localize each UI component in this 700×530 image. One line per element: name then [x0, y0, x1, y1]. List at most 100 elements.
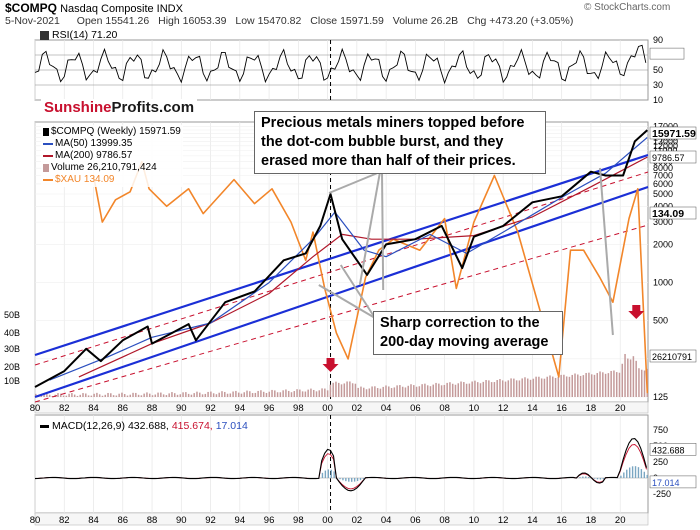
x-tick-label-macd: 92: [205, 515, 216, 526]
channel-lower: [34, 185, 649, 399]
volume-bar: [615, 372, 618, 397]
volume-bar: [349, 381, 351, 397]
legend-swatch: [43, 179, 53, 181]
volume-bar: [504, 381, 507, 397]
volume-bar: [179, 394, 182, 397]
macd-hist-bar: [348, 478, 350, 482]
volume-bar: [535, 376, 537, 397]
volume-bar: [613, 370, 615, 397]
volume-bar: [218, 392, 220, 397]
volume-bar: [249, 391, 251, 397]
volume-bar: [324, 388, 326, 397]
volume-bar: [215, 394, 218, 397]
volume-bar: [365, 389, 368, 397]
volume-bar: [563, 374, 565, 397]
volume-bar: [557, 376, 560, 397]
macd-value: 432.688,: [127, 420, 169, 432]
x-tick-label: 10: [469, 403, 480, 414]
volume-tick-label: 50B: [4, 310, 20, 320]
volume-bar: [104, 394, 106, 397]
volume-bar: [126, 395, 129, 397]
annotation-connector: [339, 264, 376, 319]
volume-bar: [123, 394, 126, 397]
macd-hist-bar: [339, 478, 341, 480]
red-arrow-icon: [628, 305, 645, 319]
y-tick-label: 5000: [653, 189, 673, 199]
x-tick-label: 96: [264, 403, 275, 414]
x-tick-label: 06: [410, 403, 421, 414]
volume-bar: [602, 372, 604, 397]
volume-bar: [304, 391, 307, 397]
volume-bar: [507, 380, 510, 397]
x-tick-label: 00: [322, 403, 333, 414]
volume-bar: [499, 379, 501, 397]
volume-bar: [546, 376, 548, 397]
volume-bar: [457, 383, 460, 397]
volume-bar: [229, 393, 232, 397]
volume-bar: [246, 390, 248, 397]
volume-bar: [438, 383, 440, 397]
price-tag-box: [649, 126, 697, 140]
volume-bar: [627, 358, 629, 397]
volume-bar: [271, 389, 273, 397]
high-value: 16053.39: [182, 15, 227, 27]
volume-bar: [210, 391, 212, 397]
volume-bar: [73, 394, 76, 397]
volume-bar: [610, 370, 612, 397]
x-tick-label-macd: 02: [352, 515, 363, 526]
volume-bar: [596, 373, 599, 397]
volume-bar: [96, 392, 98, 397]
legend-swatch: [43, 164, 49, 172]
volume-bar: [407, 385, 409, 397]
volume-bar: [574, 373, 576, 397]
macd-hist-bar: [321, 472, 324, 478]
rsi-tick-label: 50: [653, 65, 663, 75]
volume-bar: [424, 383, 426, 397]
volume-bar: [410, 384, 412, 397]
volume-bar: [468, 383, 471, 397]
volume-bar: [151, 395, 154, 397]
chg-value: +473.20 (+3.05%): [489, 15, 574, 27]
rsi-tag-box: [649, 47, 685, 60]
volume-bar: [435, 382, 437, 397]
volume-bar: [98, 394, 101, 397]
macd-hist-tag-box: [649, 475, 697, 489]
x-tick-label-macd: 10: [469, 515, 480, 526]
volume-bar: [529, 379, 532, 397]
volume-bar: [212, 393, 215, 397]
x-tick-label: 16: [556, 403, 567, 414]
open-label: Open: [76, 15, 103, 27]
quote-date: 5-Nov-2021: [5, 15, 60, 27]
x-tick-label-macd: 98: [293, 515, 304, 526]
annotation-line: erased more than half of their prices.: [261, 153, 516, 169]
volume-bar: [399, 385, 401, 397]
volume-bar: [35, 393, 37, 397]
volume-tick-label: 10B: [4, 376, 20, 386]
volume-bar: [132, 392, 134, 397]
x-tick-label: 02: [352, 403, 363, 414]
volume-bar: [379, 388, 382, 397]
volume-bar: [510, 378, 512, 397]
legend-swatch: [43, 128, 49, 136]
rsi-label: RSI(14) 71.20: [52, 29, 118, 41]
price-series: [34, 129, 649, 394]
volume-tick-label: 30B: [4, 344, 20, 354]
x-tick-label-macd: 84: [88, 515, 99, 526]
annotation-line: Precious metals miners topped before: [261, 115, 525, 131]
volume-bar: [382, 386, 384, 397]
volume-bar: [90, 395, 93, 397]
macd-hist-bar: [362, 478, 365, 479]
dashed-upper: [34, 171, 649, 366]
volume-bar: [240, 393, 243, 397]
volume-bar: [82, 393, 84, 397]
x-tick-label-macd: 94: [235, 515, 246, 526]
macd-tick-label: 750: [653, 425, 668, 435]
volume-bar: [471, 381, 473, 397]
high-label: High: [158, 15, 180, 27]
macd-hist-bar: [327, 469, 330, 478]
volume-bar: [268, 391, 270, 397]
volume-label: Volume: [392, 15, 428, 27]
volume-bar: [527, 378, 529, 397]
macd-hist-bar: [620, 475, 622, 478]
